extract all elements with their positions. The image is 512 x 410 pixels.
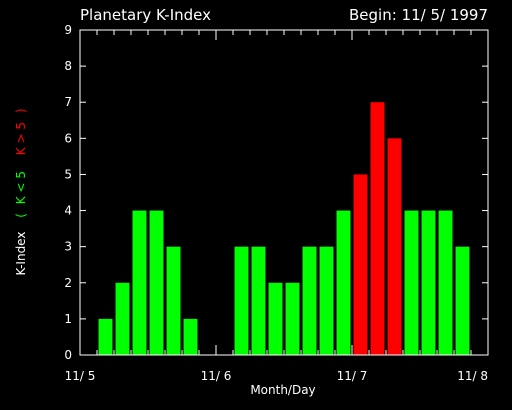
chart-title: Planetary K-Index <box>80 6 211 24</box>
bar-14 <box>336 210 351 355</box>
bar-5 <box>183 318 198 355</box>
bar-12 <box>302 246 317 355</box>
y-axis-label-prefix: K-Index <box>14 232 28 276</box>
bar-21 <box>455 246 470 355</box>
bar-16 <box>370 102 385 355</box>
bar-18 <box>404 210 419 355</box>
y-tick-label-7: 7 <box>64 95 72 109</box>
x-axis-label: Month/Day <box>250 383 315 397</box>
bar-9 <box>251 246 266 355</box>
bar-4 <box>166 246 181 355</box>
x-tick-label-3: 11/ 8 <box>457 369 488 383</box>
y-tick-label-6: 6 <box>64 131 72 145</box>
bar-3 <box>149 210 164 355</box>
bar-1 <box>115 282 130 355</box>
bar-19 <box>421 210 436 355</box>
x-tick-label-0: 11/ 5 <box>65 369 96 383</box>
y-tick-label-3: 3 <box>64 240 72 254</box>
bar-10 <box>268 282 283 355</box>
y-tick-label-2: 2 <box>64 276 72 290</box>
y-axis-ticks: 0 1 2 3 4 5 6 7 8 9 <box>64 23 488 362</box>
bar-17 <box>387 138 402 355</box>
y-tick-label-4: 4 <box>64 204 72 218</box>
chart-subtitle: Begin: 11/ 5/ 1997 <box>349 6 488 24</box>
bar-11 <box>285 282 300 355</box>
y-axis-label-red: K > 5 <box>14 122 28 155</box>
bar-15 <box>353 174 368 355</box>
bar-13 <box>319 246 334 355</box>
y-tick-label-0: 0 <box>64 348 72 362</box>
y-axis-label: K-Index ( K < 5 K > 5 ) <box>14 108 28 275</box>
y-axis-label-close: ) <box>14 108 28 113</box>
bar-2 <box>132 210 147 355</box>
y-tick-label-1: 1 <box>64 312 72 326</box>
y-axis-label-open: ( <box>14 213 28 218</box>
bar-20 <box>438 210 453 355</box>
x-axis-ticks: 11/ 5 11/ 6 11/ 7 11/ 8 <box>65 30 489 383</box>
bar-0 <box>98 318 113 355</box>
x-tick-label-2: 11/ 7 <box>337 369 368 383</box>
x-tick-label-1: 11/ 6 <box>201 369 232 383</box>
y-tick-label-5: 5 <box>64 167 72 181</box>
bar-group <box>98 102 470 355</box>
y-tick-label-9: 9 <box>64 23 72 37</box>
y-tick-label-8: 8 <box>64 59 72 73</box>
y-axis-label-green: K < 5 <box>14 171 28 204</box>
bar-8 <box>234 246 249 355</box>
